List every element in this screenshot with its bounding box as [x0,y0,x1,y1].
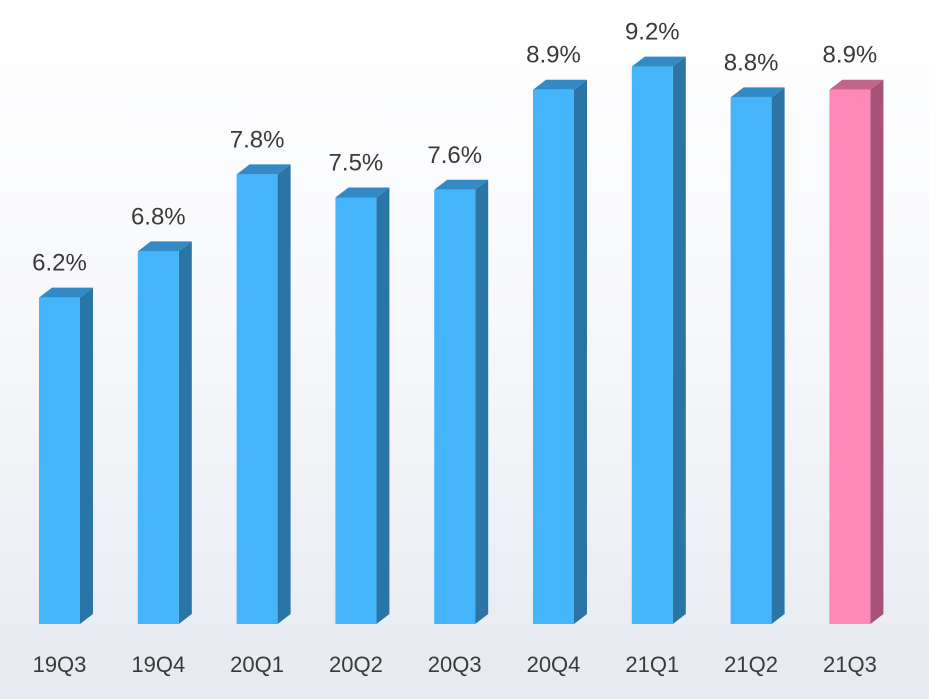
bar-side [574,79,587,624]
bar-top [631,56,686,67]
data-label: 8.9% [823,42,878,69]
bar-19Q3 [39,287,93,624]
data-label: 7.8% [230,126,285,153]
bar-front [434,189,476,625]
bar-top [829,79,884,90]
x-tick-label: 20Q1 [230,652,284,677]
bar-front [631,66,673,625]
data-label: 8.8% [724,49,779,76]
x-tick-label: 20Q3 [428,652,482,677]
bar-side [80,287,93,624]
bar-side [178,241,192,624]
bar-20Q4 [533,79,587,624]
bar-front [236,174,278,624]
bar-front [829,89,871,624]
bar-21Q2 [730,87,785,624]
bar-20Q3 [434,179,489,625]
data-label: 7.5% [329,150,384,177]
data-label: 8.9% [526,42,581,69]
x-tick-label: 21Q3 [823,652,877,677]
bar-top [434,179,489,190]
x-tick-label: 19Q4 [131,652,185,677]
bar-top [730,87,785,98]
x-tick-label: 21Q2 [724,652,778,677]
bar-front [137,251,179,624]
x-tick-label: 20Q2 [329,652,383,677]
bar-top [39,287,93,298]
bar-side [870,79,884,624]
bar-19Q4 [137,241,192,624]
data-label: 6.2% [32,250,87,277]
bar-side [376,187,390,624]
bar-top [335,187,390,198]
bar-top [236,164,291,175]
bar-front [335,197,377,624]
bar-side [672,56,686,625]
bar-front [730,97,772,624]
bar-front [39,297,80,624]
data-label: 7.6% [427,142,482,169]
bar-side [475,179,489,625]
bar-top [137,241,192,252]
bar-front [533,89,574,624]
bar-20Q1 [236,164,291,624]
bar-20Q2 [335,187,390,624]
data-label: 9.2% [625,19,680,46]
bar-top [533,79,587,90]
bar-21Q3 [829,79,884,624]
bar-side [771,87,785,624]
bar-21Q1 [631,56,686,625]
x-tick-label: 20Q4 [527,652,581,677]
x-tick-label: 19Q3 [33,652,87,677]
data-label: 6.8% [131,203,186,230]
bar-side [277,164,291,624]
x-tick-label: 21Q1 [625,652,679,677]
